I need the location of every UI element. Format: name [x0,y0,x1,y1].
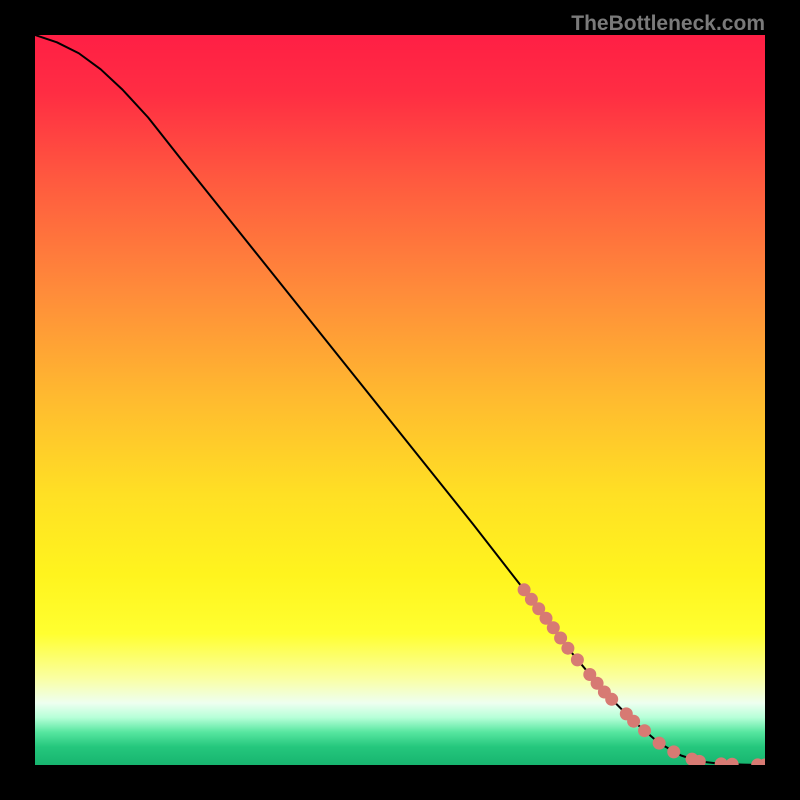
chart-svg [35,35,765,765]
data-marker [561,642,574,655]
data-marker [653,737,666,750]
gradient-background [35,35,765,765]
chart-stage: TheBottleneck.com [0,0,800,800]
data-marker [627,715,640,728]
data-marker [605,693,618,706]
data-marker [667,745,680,758]
plot-area [35,35,765,765]
data-marker [571,653,584,666]
watermark-text: TheBottleneck.com [571,12,765,36]
data-marker [638,724,651,737]
